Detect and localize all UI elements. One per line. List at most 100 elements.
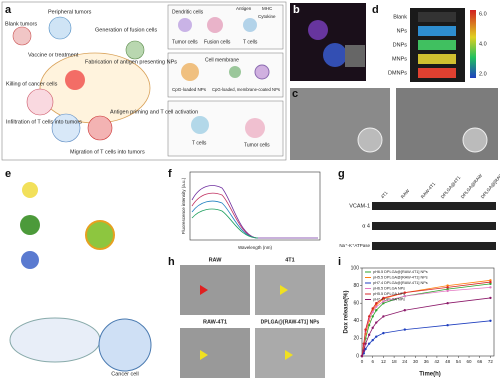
dendritic-cell	[65, 70, 85, 90]
cell	[243, 18, 257, 32]
x-tick-label: 30	[413, 359, 419, 364]
legend-label: pH7.4 DPLGA@[RAW-4T1] NPs	[373, 281, 428, 285]
cell	[207, 17, 223, 33]
sample-label: Blank	[393, 14, 407, 20]
box-label: Dendritic cells	[172, 9, 204, 15]
legend-label: pH7.4 DPLGA NPs	[373, 298, 405, 302]
box-label: T cells	[243, 39, 258, 45]
inset	[462, 127, 488, 153]
axis-title: Time(h)	[419, 372, 441, 378]
x-tick-label: 48	[445, 359, 451, 364]
data-point	[403, 291, 407, 294]
data-point	[364, 342, 367, 345]
step-label: Fabrication of antigen presenting NPs	[85, 59, 177, 65]
step-label: Generation of fusion cells	[95, 27, 157, 33]
panel-letter: a	[5, 4, 12, 16]
plot-frame	[361, 267, 495, 357]
box-label: Fusion cells	[204, 39, 231, 45]
inset	[345, 45, 365, 67]
sample-label: MNPs	[392, 56, 407, 62]
data-point	[489, 286, 492, 289]
axis-title: Wavelength (nm)	[238, 245, 273, 250]
data-point	[367, 315, 371, 318]
data-point	[382, 300, 385, 303]
data-point	[375, 335, 378, 338]
x-tick-label: 0	[361, 359, 364, 364]
column-label: 4T1	[380, 190, 389, 200]
colorbar-label: 4.0	[479, 41, 487, 47]
tem-image	[255, 328, 325, 378]
x-tick-label: 66	[477, 359, 483, 364]
data-point	[489, 280, 492, 284]
y-tick-label: 40	[353, 318, 359, 324]
axis-title: Fluorescence intensity (a.u.)	[181, 177, 186, 234]
box-label: Cytokine	[258, 14, 276, 19]
data-point	[371, 315, 374, 318]
tumor	[51, 113, 81, 143]
spectrum	[191, 185, 318, 239]
data-point	[375, 302, 378, 305]
row-label: Na⁺-K⁺ATPase	[339, 243, 370, 248]
x-tick-label: 24	[402, 359, 408, 364]
series-line	[361, 281, 491, 357]
membrane	[181, 63, 199, 81]
tem-image	[255, 265, 325, 315]
data-point	[375, 305, 378, 308]
tumor-cell	[26, 88, 54, 116]
y-tick-label: 80	[353, 283, 359, 289]
cell-label: Cancer cell	[111, 371, 139, 377]
hybrid-np	[85, 220, 115, 250]
data-point	[367, 342, 371, 345]
t-cell	[87, 115, 113, 141]
image-label: RAW	[209, 257, 223, 263]
box-label: Tumor cells	[244, 142, 270, 148]
data-point	[446, 286, 449, 289]
band-row	[372, 202, 496, 210]
box-label: Tumor cells	[172, 39, 198, 45]
data-point	[446, 302, 449, 305]
cell	[178, 18, 192, 32]
colorbar-label: 2.0	[479, 71, 487, 77]
image-label: DPLGA@[RAW-4T1] NPs	[261, 319, 320, 325]
image-label: 4T1	[285, 257, 294, 263]
data-point	[382, 331, 385, 335]
step-label: Infiltration of T cells into tumors	[6, 119, 82, 125]
series-line	[361, 297, 491, 357]
tumor	[12, 26, 32, 46]
step-label: Antigen priming and T cell activation	[110, 109, 198, 115]
np	[229, 66, 241, 78]
data-point	[371, 310, 374, 314]
panel-letter: i	[338, 256, 341, 268]
panel-letter: c	[292, 88, 298, 100]
x-tick-label: 42	[434, 359, 440, 364]
arrow	[285, 350, 293, 360]
image-label: RAW-4T1	[203, 319, 227, 325]
legend-label: pH6.5 DPLGA NPs	[373, 287, 405, 291]
data-point	[375, 321, 378, 324]
well	[418, 40, 456, 50]
data-point	[489, 279, 492, 282]
data-point	[371, 338, 374, 342]
data-point	[375, 309, 378, 312]
column-label: RAW	[400, 188, 411, 200]
colorbar	[470, 10, 476, 78]
blot-bg	[338, 178, 498, 254]
box-label: Antigen	[236, 6, 252, 11]
y-tick-label: 20	[353, 336, 359, 342]
axis-title: Dox release(%)	[344, 290, 350, 333]
legend-label: pH5.5 DPLGA@[RAW-4T1] NPs	[373, 276, 428, 280]
panel-letter: e	[5, 168, 11, 180]
cancer-cell	[98, 318, 152, 372]
data-point	[382, 315, 385, 318]
x-tick-label: 36	[424, 359, 430, 364]
data-point	[362, 349, 365, 352]
well	[418, 54, 456, 64]
panel-letter: d	[372, 4, 379, 16]
x-tick-label: 18	[392, 359, 398, 364]
row-label: VCAM-1	[349, 203, 370, 209]
arrow	[280, 285, 288, 295]
x-tick-label: 54	[456, 359, 462, 364]
mouse	[48, 16, 72, 40]
legend-label: pH6.5 DPLGA@[RAW-4T1] NPs	[373, 270, 428, 274]
step-label: Vaccine or treatment	[28, 52, 79, 58]
